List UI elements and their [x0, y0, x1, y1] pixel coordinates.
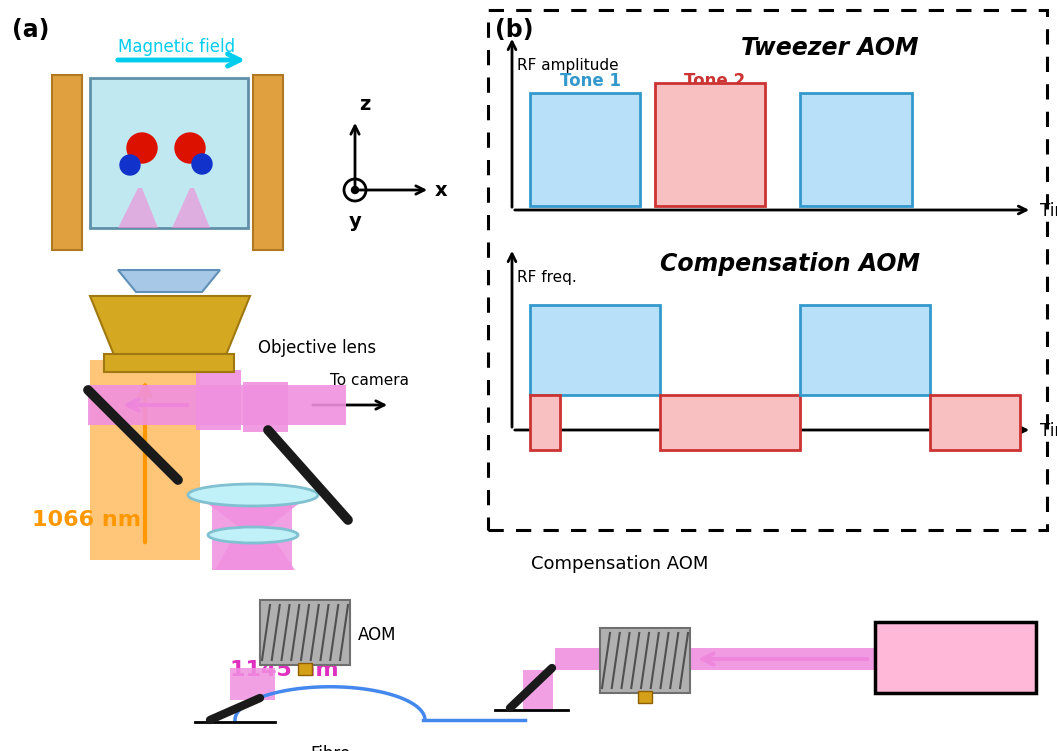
Polygon shape	[118, 270, 220, 292]
Bar	[800, 93, 912, 206]
Bar	[90, 360, 200, 560]
FancyBboxPatch shape	[875, 622, 1036, 693]
Text: Tweezer AOM: Tweezer AOM	[741, 36, 919, 60]
Bar	[930, 395, 1020, 450]
Bar	[530, 395, 560, 450]
Bar	[555, 648, 600, 670]
Bar	[530, 305, 660, 395]
Bar	[253, 75, 283, 250]
FancyBboxPatch shape	[488, 10, 1047, 530]
Polygon shape	[215, 535, 295, 570]
Polygon shape	[196, 495, 310, 530]
Text: Fibre: Fibre	[310, 745, 350, 751]
Text: (b): (b)	[495, 18, 534, 42]
Bar	[52, 75, 82, 250]
Bar	[230, 668, 275, 700]
Text: 1145 nm: 1145 nm	[230, 660, 338, 680]
Bar	[530, 93, 639, 206]
Polygon shape	[172, 188, 210, 228]
Bar	[243, 382, 288, 432]
Bar	[212, 500, 292, 570]
Text: AOM: AOM	[358, 626, 396, 644]
Bar	[660, 395, 800, 450]
Bar	[196, 385, 346, 425]
Text: Tone 1: Tone 1	[559, 72, 620, 90]
Circle shape	[127, 133, 157, 163]
Circle shape	[352, 186, 358, 194]
Text: 1066 nm: 1066 nm	[32, 510, 141, 530]
Bar	[298, 663, 312, 675]
Text: Laser: Laser	[928, 648, 984, 668]
Text: RF freq.: RF freq.	[517, 270, 577, 285]
Text: z: z	[359, 95, 370, 114]
Text: Objective lens: Objective lens	[258, 339, 376, 357]
Bar	[600, 628, 690, 693]
Bar	[240, 520, 268, 528]
Text: To camera: To camera	[330, 373, 409, 388]
Bar	[196, 370, 241, 430]
Bar	[104, 354, 234, 372]
Circle shape	[120, 155, 140, 175]
Ellipse shape	[188, 484, 318, 506]
Text: Time: Time	[1040, 202, 1057, 220]
Polygon shape	[118, 188, 157, 228]
Text: (a): (a)	[12, 18, 50, 42]
Bar	[88, 385, 196, 425]
Ellipse shape	[208, 527, 298, 543]
Circle shape	[192, 154, 212, 174]
Text: Magnetic field: Magnetic field	[118, 38, 235, 56]
Text: Compensation AOM: Compensation AOM	[532, 555, 708, 573]
Bar	[260, 600, 350, 665]
Text: x: x	[435, 180, 447, 200]
Circle shape	[175, 133, 205, 163]
Bar	[690, 648, 875, 670]
Text: Compensation AOM: Compensation AOM	[660, 252, 920, 276]
Text: Time: Time	[1040, 422, 1057, 440]
Bar	[638, 691, 652, 703]
Bar	[523, 670, 553, 710]
Bar	[800, 305, 930, 395]
Text: y: y	[349, 212, 361, 231]
Bar	[90, 78, 248, 228]
Bar	[655, 83, 765, 206]
Text: Tone 2: Tone 2	[685, 72, 745, 90]
Text: RF amplitude: RF amplitude	[517, 58, 618, 73]
Polygon shape	[90, 296, 251, 355]
